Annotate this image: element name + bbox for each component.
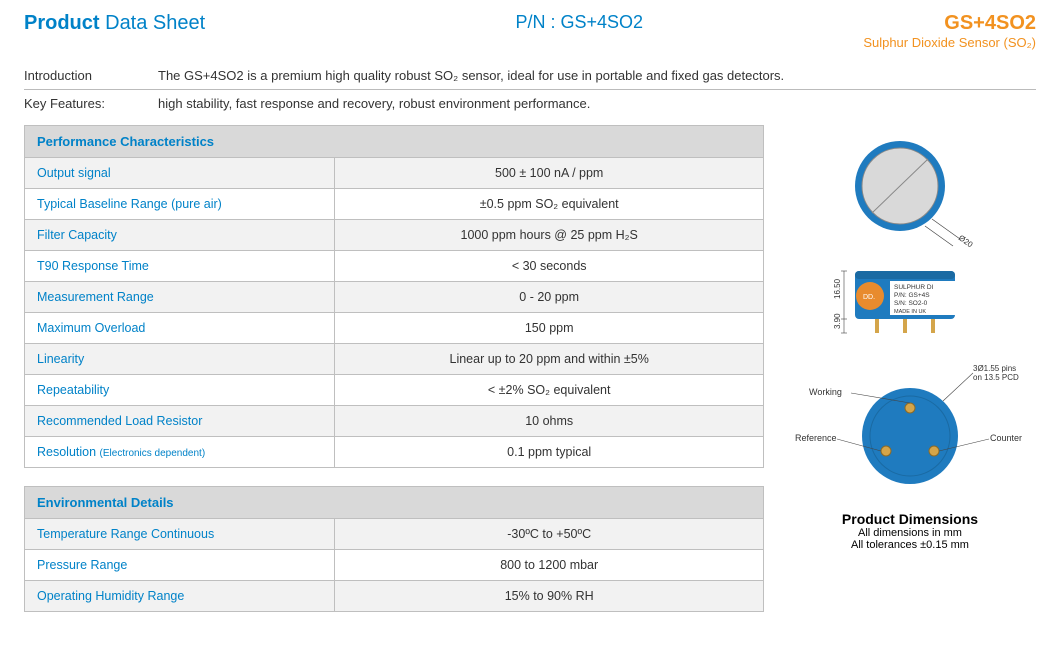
param-cell: Maximum Overload bbox=[25, 313, 335, 344]
param-cell: T90 Response Time bbox=[25, 251, 335, 282]
value-cell: < ±2% SO₂ equivalent bbox=[335, 375, 764, 406]
value-cell: 800 to 1200 mbar bbox=[335, 550, 764, 581]
param-cell: Operating Humidity Range bbox=[25, 581, 335, 612]
table-row: Filter Capacity 1000 ppm hours @ 25 ppm … bbox=[25, 220, 764, 251]
diagram-column: Ø20 16.50 3.90 DD. SULPHUR DI P/N: GS+4S… bbox=[784, 125, 1036, 630]
table-row: Measurement Range 0 - 20 ppm bbox=[25, 282, 764, 313]
param-cell: Output signal bbox=[25, 158, 335, 189]
value-cell: 15% to 90% RH bbox=[335, 581, 764, 612]
table-row: T90 Response Time < 30 seconds bbox=[25, 251, 764, 282]
table-row: Output signal 500 ± 100 nA / ppm bbox=[25, 158, 764, 189]
title-right: GS+4SO2 Sulphur Dioxide Sensor (SO₂) bbox=[863, 12, 1036, 50]
param-cell: Resolution (Electronics dependent) bbox=[25, 437, 335, 468]
key-features-row: Key Features: high stability, fast respo… bbox=[24, 90, 1036, 125]
counter-label: Counter bbox=[990, 433, 1022, 443]
caption-line-a: All dimensions in mm bbox=[842, 527, 978, 539]
title-bold: Product bbox=[24, 12, 100, 34]
caption-title: Product Dimensions bbox=[842, 511, 978, 527]
pin-note-1: 3Ø1.55 pins bbox=[973, 364, 1016, 373]
pin-note-2: on 13.5 PCD bbox=[973, 373, 1019, 382]
sensor-top-view: Ø20 bbox=[840, 131, 980, 251]
param-subnote: (Electronics dependent) bbox=[100, 448, 206, 459]
side-label-0: SULPHUR DI bbox=[894, 284, 934, 291]
value-cell: 1000 ppm hours @ 25 ppm H₂S bbox=[335, 220, 764, 251]
side-height-label: 16.50 bbox=[833, 278, 842, 299]
value-cell: -30ºC to +50ºC bbox=[335, 519, 764, 550]
model-name: GS+4SO2 bbox=[863, 12, 1036, 35]
page-title: Product Data Sheet bbox=[24, 12, 205, 35]
side-label-2: S/N: SO2-0 bbox=[894, 300, 928, 307]
side-label-1: P/N: GS+4S bbox=[894, 292, 930, 299]
part-number: P/N : GS+4SO2 bbox=[515, 12, 643, 33]
tables-column: Performance Characteristics Output signa… bbox=[24, 125, 764, 630]
main-area: Performance Characteristics Output signa… bbox=[24, 125, 1036, 630]
param-cell: Measurement Range bbox=[25, 282, 335, 313]
dd-text: DD. bbox=[863, 294, 875, 301]
intro-label: Introduction bbox=[24, 68, 134, 83]
table-row: Typical Baseline Range (pure air) ±0.5 p… bbox=[25, 189, 764, 220]
dimension-caption: Product Dimensions All dimensions in mm … bbox=[842, 511, 978, 551]
param-cell: Repeatability bbox=[25, 375, 335, 406]
env-table-title: Environmental Details bbox=[25, 487, 764, 519]
title-rest: Data Sheet bbox=[100, 12, 206, 34]
param-cell: Filter Capacity bbox=[25, 220, 335, 251]
perf-table-title: Performance Characteristics bbox=[25, 126, 764, 158]
performance-table: Performance Characteristics Output signa… bbox=[24, 125, 764, 468]
value-cell: < 30 seconds bbox=[335, 251, 764, 282]
param-cell: Recommended Load Resistor bbox=[25, 406, 335, 437]
intro-text: The GS+4SO2 is a premium high quality ro… bbox=[158, 68, 1036, 83]
table-row: Resolution (Electronics dependent)0.1 pp… bbox=[25, 437, 764, 468]
table-row: Repeatability < ±2% SO₂ equivalent bbox=[25, 375, 764, 406]
value-cell: 10 ohms bbox=[335, 406, 764, 437]
header: Product Data Sheet P/N : GS+4SO2 GS+4SO2… bbox=[24, 12, 1036, 50]
value-cell: 500 ± 100 nA / ppm bbox=[335, 158, 764, 189]
working-label: Working bbox=[809, 387, 842, 397]
param-cell: Temperature Range Continuous bbox=[25, 519, 335, 550]
side-pindrop-label: 3.90 bbox=[833, 313, 842, 329]
param-cell: Pressure Range bbox=[25, 550, 335, 581]
caption-line-b: All tolerances ±0.15 mm bbox=[842, 539, 978, 551]
environmental-table: Environmental Details Temperature Range … bbox=[24, 486, 764, 612]
sensor-bottom-view: Working Reference Counter 3Ø1.55 pins on… bbox=[795, 361, 1025, 501]
param-cell: Typical Baseline Range (pure air) bbox=[25, 189, 335, 220]
keyfeatures-label: Key Features: bbox=[24, 96, 134, 111]
value-cell: 150 ppm bbox=[335, 313, 764, 344]
introduction-row: Introduction The GS+4SO2 is a premium hi… bbox=[24, 62, 1036, 90]
value-cell: 0 - 20 ppm bbox=[335, 282, 764, 313]
table-row: Linearity Linear up to 20 ppm and within… bbox=[25, 344, 764, 375]
side-label-3: MADE IN UK bbox=[894, 309, 926, 315]
table-row: Maximum Overload 150 ppm bbox=[25, 313, 764, 344]
table-row: Temperature Range Continuous -30ºC to +5… bbox=[25, 519, 764, 550]
model-subtitle: Sulphur Dioxide Sensor (SO₂) bbox=[863, 35, 1036, 50]
reference-label: Reference bbox=[795, 433, 837, 443]
sensor-side-view: 16.50 3.90 DD. SULPHUR DI P/N: GS+4S S/N… bbox=[820, 261, 1000, 351]
table-row: Recommended Load Resistor 10 ohms bbox=[25, 406, 764, 437]
dia-label: Ø20 bbox=[957, 233, 975, 249]
value-cell: 0.1 ppm typical bbox=[335, 437, 764, 468]
param-cell: Linearity bbox=[25, 344, 335, 375]
value-cell: ±0.5 ppm SO₂ equivalent bbox=[335, 189, 764, 220]
table-row: Pressure Range 800 to 1200 mbar bbox=[25, 550, 764, 581]
keyfeatures-text: high stability, fast response and recove… bbox=[158, 96, 1036, 111]
table-row: Operating Humidity Range 15% to 90% RH bbox=[25, 581, 764, 612]
value-cell: Linear up to 20 ppm and within ±5% bbox=[335, 344, 764, 375]
